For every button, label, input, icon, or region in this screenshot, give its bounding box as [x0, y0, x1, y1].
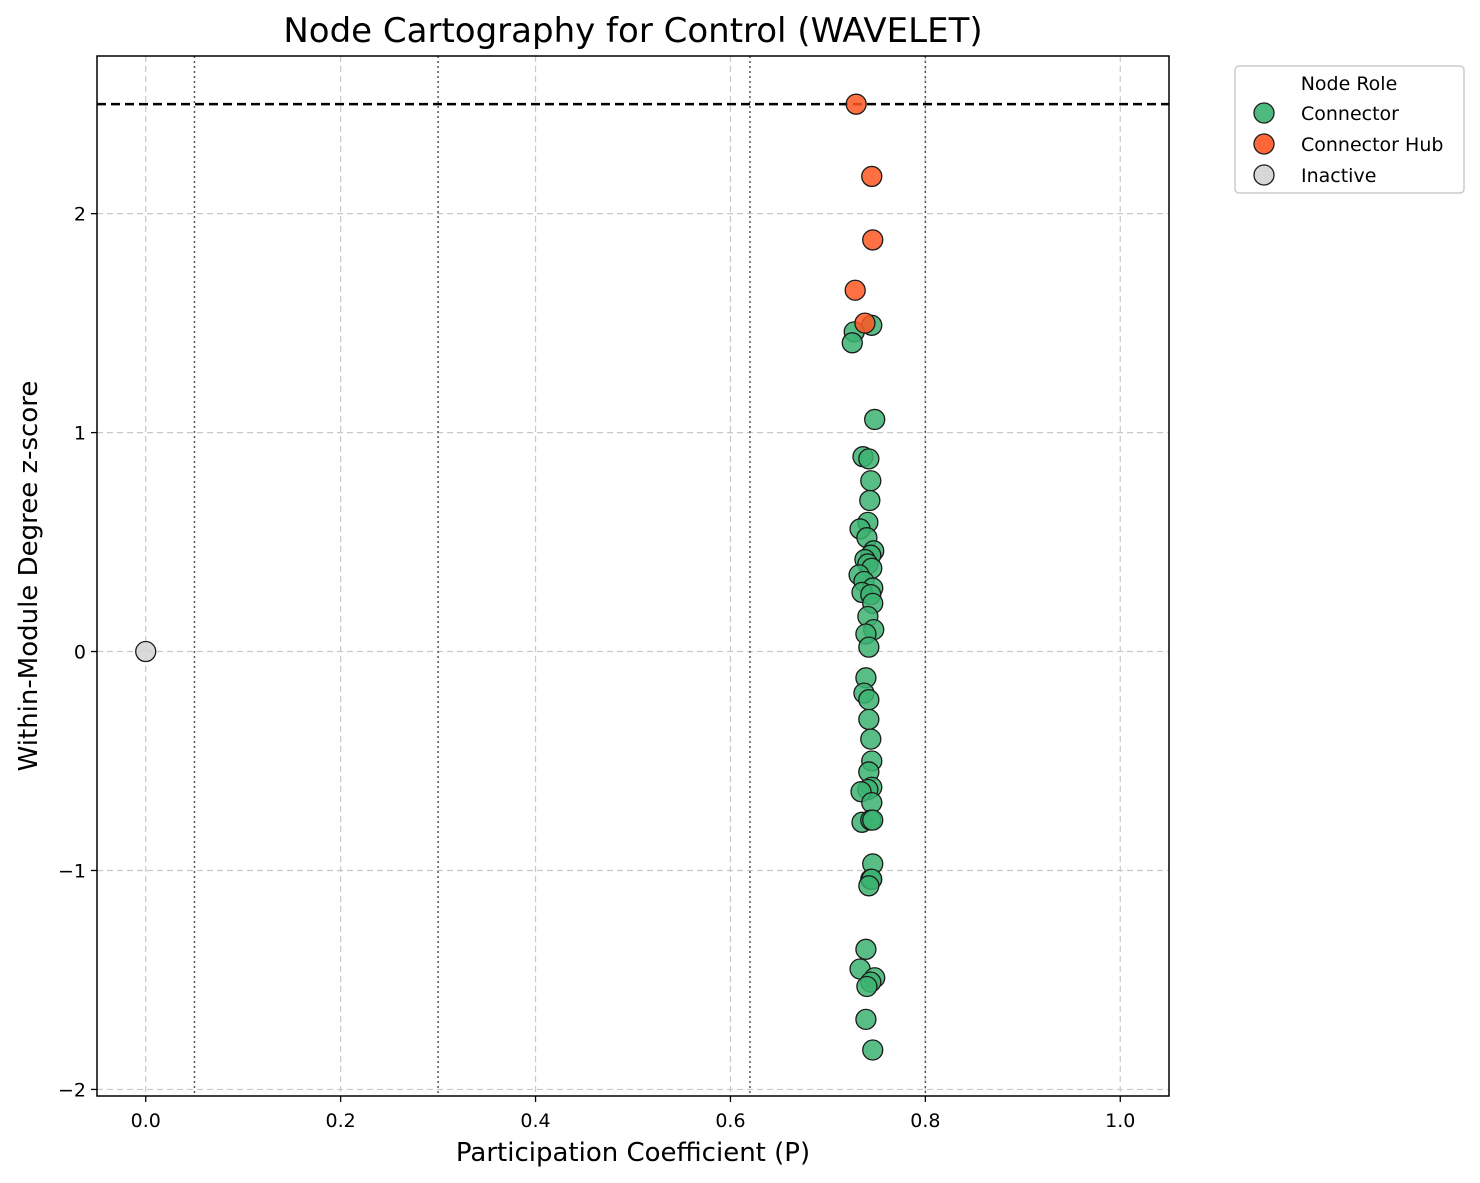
data-point-connector-hub	[854, 312, 876, 334]
legend-marker	[1253, 133, 1275, 155]
data-point-connector	[858, 708, 880, 731]
data-point-connector-hub	[845, 93, 867, 115]
y-tick-label: −1	[58, 860, 86, 882]
y-tick-label: 0	[74, 642, 86, 664]
chart-title: Node Cartography for Control (WAVELET)	[283, 11, 982, 51]
x-tick-label: 0.2	[326, 1110, 356, 1132]
x-tick-label: 0.6	[715, 1110, 745, 1132]
legend-marker	[1253, 102, 1275, 124]
legend-label: Connector Hub	[1301, 134, 1443, 156]
legend: Node Role Connector Connector Hub Inactive	[1234, 65, 1465, 194]
data-point-connector	[859, 489, 881, 512]
y-tick-label: 1	[74, 423, 86, 445]
data-point-connector	[862, 809, 884, 831]
data-point-connector	[858, 636, 880, 658]
legend-box	[1234, 65, 1465, 194]
plot-area-frame	[96, 55, 1170, 1097]
x-axis-label: Participation Coefficient (P)	[456, 1138, 810, 1168]
y-tick-label: 2	[74, 204, 86, 226]
data-point-connector	[841, 332, 863, 354]
y-tick-label: −2	[58, 1079, 86, 1101]
reference-lines	[97, 56, 1169, 1096]
data-point-connector	[858, 689, 880, 711]
x-tick-label: 0.8	[910, 1110, 940, 1132]
x-tick-label: 0.0	[131, 1110, 161, 1132]
data-point-connector	[858, 875, 880, 897]
data-point-connector	[862, 1039, 884, 1061]
x-tick-label: 0.4	[520, 1110, 550, 1132]
grid	[97, 56, 1169, 1096]
legend-marker	[1253, 164, 1275, 186]
data-point-connector	[860, 470, 882, 492]
legend-title: Node Role	[1301, 73, 1398, 95]
axis-ticks: 0.0 0.2 0.4 0.6 0.8 1.0 −2 −1 0 1 2	[58, 204, 1135, 1132]
data-point-connector	[856, 975, 878, 998]
data-point-connector	[864, 408, 886, 431]
data-point-connector	[858, 448, 880, 470]
scatter-points	[135, 93, 886, 1061]
data-point-inactive	[135, 640, 157, 663]
data-point-connector	[860, 728, 882, 750]
data-point-connector	[855, 938, 877, 960]
data-point-connector-hub	[862, 229, 884, 251]
y-axis-label: Within-Module Degree z-score	[14, 381, 44, 772]
data-point-connector-hub	[861, 165, 883, 188]
data-point-connector	[855, 1008, 877, 1031]
data-point-connector-hub	[844, 279, 866, 301]
legend-label: Connector	[1301, 103, 1399, 125]
legend-label: Inactive	[1301, 165, 1376, 187]
x-tick-label: 1.0	[1105, 1110, 1135, 1132]
